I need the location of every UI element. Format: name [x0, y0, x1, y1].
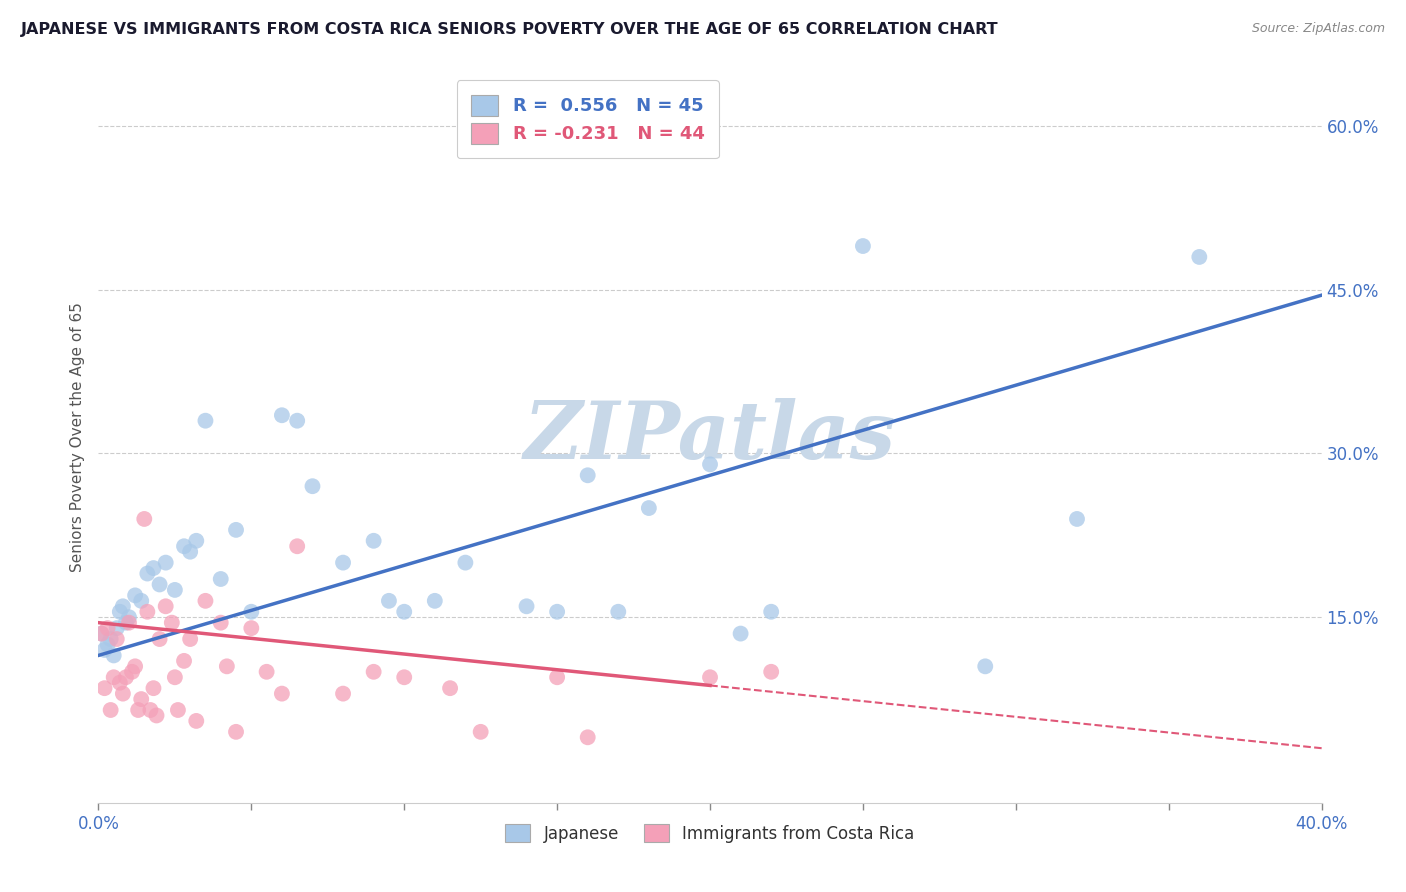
Point: [759, 605, 782, 619]
Point: [108, 605, 131, 619]
Point: [1188, 250, 1211, 264]
Point: [194, 594, 217, 608]
Point: [332, 556, 354, 570]
Point: [118, 615, 141, 630]
Point: [105, 632, 128, 646]
Point: [332, 687, 354, 701]
Point: [516, 599, 538, 614]
Point: [160, 615, 183, 630]
Point: [270, 409, 292, 423]
Point: [546, 605, 568, 619]
Point: [256, 665, 278, 679]
Point: [149, 577, 172, 591]
Point: [100, 632, 122, 646]
Point: [173, 539, 195, 553]
Point: [699, 670, 721, 684]
Point: [108, 675, 131, 690]
Point: [129, 692, 152, 706]
Point: [470, 724, 492, 739]
Point: [378, 594, 401, 608]
Point: [392, 605, 416, 619]
Point: [225, 724, 247, 739]
Point: [134, 512, 156, 526]
Point: [139, 703, 162, 717]
Text: JAPANESE VS IMMIGRANTS FROM COSTA RICA SENIORS POVERTY OVER THE AGE OF 65 CORREL: JAPANESE VS IMMIGRANTS FROM COSTA RICA S…: [21, 22, 998, 37]
Point: [179, 632, 201, 646]
Point: [179, 545, 201, 559]
Y-axis label: Seniors Poverty Over the Age of 65: Seniors Poverty Over the Age of 65: [69, 302, 84, 572]
Point: [118, 610, 141, 624]
Text: Source: ZipAtlas.com: Source: ZipAtlas.com: [1251, 22, 1385, 36]
Point: [90, 626, 112, 640]
Point: [105, 621, 128, 635]
Point: [136, 566, 159, 581]
Point: [576, 731, 599, 745]
Point: [392, 670, 416, 684]
Point: [285, 539, 308, 553]
Point: [93, 681, 115, 695]
Point: [97, 638, 120, 652]
Point: [100, 703, 122, 717]
Legend: Japanese, Immigrants from Costa Rica: Japanese, Immigrants from Costa Rica: [499, 818, 921, 849]
Point: [115, 670, 138, 684]
Point: [167, 703, 190, 717]
Point: [124, 588, 146, 602]
Point: [111, 599, 134, 614]
Point: [699, 458, 721, 472]
Point: [186, 714, 208, 728]
Point: [852, 239, 875, 253]
Point: [1066, 512, 1088, 526]
Point: [423, 594, 446, 608]
Point: [974, 659, 997, 673]
Point: [142, 681, 165, 695]
Point: [186, 533, 208, 548]
Point: [103, 670, 125, 684]
Point: [454, 556, 477, 570]
Point: [363, 533, 385, 548]
Point: [576, 468, 599, 483]
Point: [607, 605, 630, 619]
Point: [301, 479, 323, 493]
Point: [111, 687, 134, 701]
Point: [97, 621, 120, 635]
Point: [439, 681, 461, 695]
Point: [145, 708, 167, 723]
Point: [136, 605, 159, 619]
Text: ZIPatlas: ZIPatlas: [524, 399, 896, 475]
Point: [363, 665, 385, 679]
Point: [285, 414, 308, 428]
Point: [115, 615, 138, 630]
Point: [163, 582, 186, 597]
Point: [121, 665, 143, 679]
Point: [124, 659, 146, 673]
Point: [155, 556, 177, 570]
Point: [209, 572, 232, 586]
Point: [730, 626, 752, 640]
Point: [127, 703, 149, 717]
Point: [149, 632, 172, 646]
Point: [209, 615, 232, 630]
Point: [215, 659, 238, 673]
Point: [103, 648, 125, 663]
Point: [142, 561, 165, 575]
Point: [759, 665, 782, 679]
Point: [173, 654, 195, 668]
Point: [129, 594, 152, 608]
Point: [637, 501, 661, 516]
Point: [240, 605, 263, 619]
Point: [163, 670, 186, 684]
Point: [194, 414, 217, 428]
Point: [90, 626, 112, 640]
Point: [240, 621, 263, 635]
Point: [546, 670, 568, 684]
Point: [270, 687, 292, 701]
Point: [225, 523, 247, 537]
Point: [93, 643, 115, 657]
Point: [155, 599, 177, 614]
